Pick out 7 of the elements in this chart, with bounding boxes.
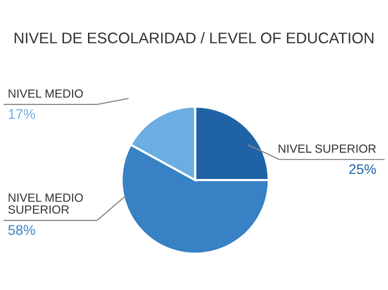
slice-label: NIVEL MEDIO SUPERIOR xyxy=(8,193,83,214)
chart-title: NIVEL DE ESCOLARIDAD / LEVEL OF EDUCATION xyxy=(14,32,374,44)
slice-label: NIVEL MEDIO xyxy=(8,89,83,98)
data-label: 17% xyxy=(8,109,36,119)
slice-label: NIVEL SUPERIOR xyxy=(278,144,376,153)
data-label: 25% xyxy=(349,164,376,174)
data-label: 58% xyxy=(8,225,36,235)
